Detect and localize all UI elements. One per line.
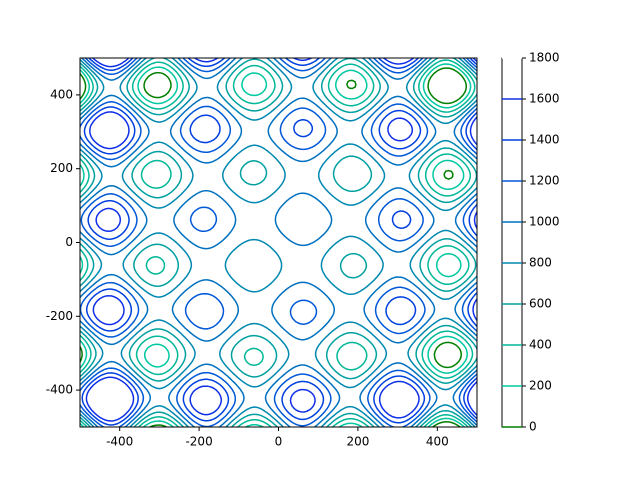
colorbar-tick-label: 1000	[529, 215, 560, 229]
x-tick-label: 0	[275, 435, 283, 449]
colorbar-tick-label: 1600	[529, 92, 560, 106]
colorbar-tick-label: 1400	[529, 133, 560, 147]
x-tick-label: -400	[106, 435, 133, 449]
contour-line	[80, 58, 477, 427]
y-tick-label: -200	[46, 309, 73, 323]
contour-line	[85, 58, 477, 422]
colorbar-tick-label: 800	[529, 256, 552, 270]
y-tick-label: -400	[46, 383, 73, 397]
contour-line	[80, 58, 477, 427]
colorbar-tick-label: 0	[529, 420, 537, 434]
x-tick-label: -200	[185, 435, 212, 449]
y-tick-label: 0	[65, 235, 73, 249]
colorbar-tick-label: 200	[529, 379, 552, 393]
contour-line	[81, 58, 477, 426]
colorbar-tick-label: 1800	[529, 51, 560, 65]
contour-line	[80, 58, 477, 427]
contour-line	[80, 58, 477, 427]
contour-line	[89, 58, 477, 418]
colorbar-tick-label: 600	[529, 297, 552, 311]
contour-line	[80, 63, 472, 427]
contour-line	[80, 59, 476, 427]
x-tick-label: 200	[346, 435, 369, 449]
colorbar-tick-label: 400	[529, 338, 552, 352]
x-tick-label: 400	[426, 435, 449, 449]
contour-area	[80, 58, 477, 427]
y-tick-label: 400	[50, 87, 73, 101]
colorbar-tick-label: 1200	[529, 174, 560, 188]
y-tick-label: 200	[50, 161, 73, 175]
colorbar-frame	[501, 57, 523, 428]
